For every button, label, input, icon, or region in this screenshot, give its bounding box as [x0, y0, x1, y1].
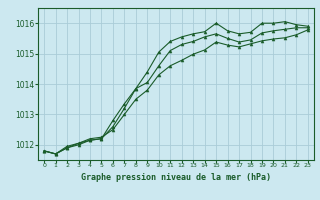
- X-axis label: Graphe pression niveau de la mer (hPa): Graphe pression niveau de la mer (hPa): [81, 173, 271, 182]
